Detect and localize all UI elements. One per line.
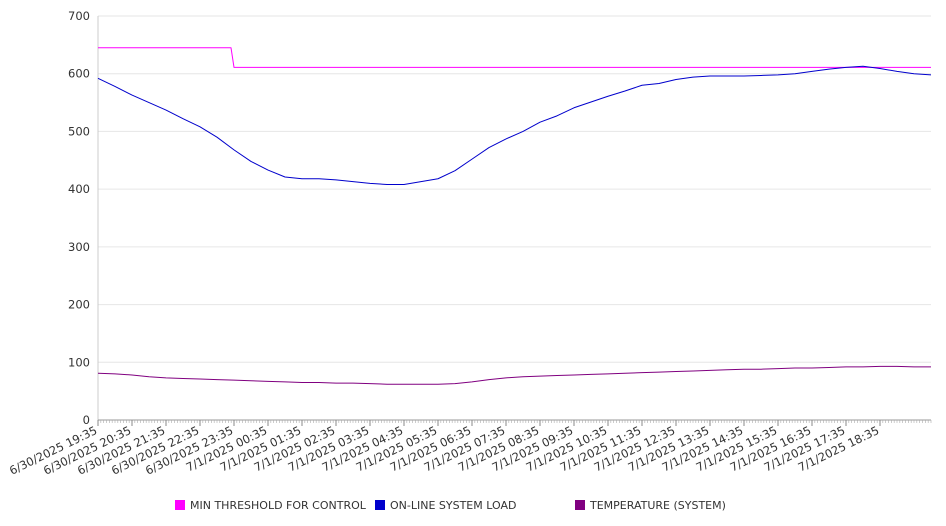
- series-line-1: [97, 65, 932, 186]
- y-tick-label: 0: [83, 413, 90, 427]
- x-axis: 6/30/2025 19:356/30/2025 20:356/30/2025 …: [7, 419, 932, 478]
- y-tick-label: 200: [68, 298, 90, 312]
- series-line-0: [98, 47, 931, 68]
- legend-label: MIN THRESHOLD FOR CONTROL: [190, 499, 367, 512]
- legend-label: ON-LINE SYSTEM LOAD: [390, 499, 516, 512]
- legend-swatch: [575, 500, 585, 510]
- legend: MIN THRESHOLD FOR CONTROL ON-LINE SYSTEM …: [175, 499, 726, 512]
- y-tick-label: 100: [68, 355, 90, 369]
- grid-lines: [98, 15, 931, 363]
- y-tick-label: 700: [68, 9, 90, 23]
- legend-swatch: [375, 500, 385, 510]
- series-line-2: [97, 365, 931, 385]
- y-tick-label: 600: [68, 67, 90, 81]
- y-tick-label: 300: [68, 240, 90, 254]
- y-tick-label: 500: [68, 124, 90, 138]
- legend-swatch: [175, 500, 185, 510]
- series-lines: [97, 47, 932, 385]
- y-tick-label: 400: [68, 182, 90, 196]
- legend-label: TEMPERATURE (SYSTEM): [589, 499, 726, 512]
- y-axis: 0 100 200 300 400 500 600 700: [68, 9, 99, 427]
